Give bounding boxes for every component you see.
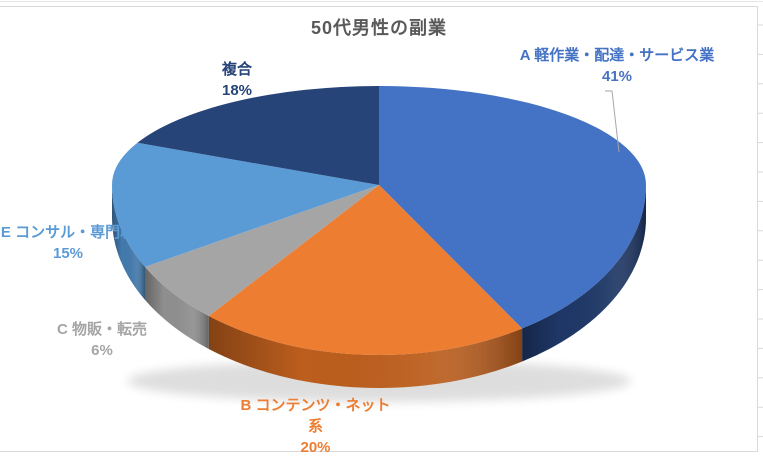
data-label-b[interactable]: B コンテンツ・ネット系 20%	[238, 395, 393, 458]
data-label-b-text: B コンテンツ・ネット系	[240, 397, 391, 435]
chart-border	[0, 6, 758, 452]
pie-slice-0[interactable]	[379, 86, 646, 329]
data-label-fukugo-pct: 18%	[221, 82, 253, 99]
pie-slice-side-shade-3	[111, 185, 145, 300]
pie-slice-side-shade-0	[522, 185, 646, 362]
pie-slice-3[interactable]	[111, 142, 379, 267]
data-label-a[interactable]: A 軽作業・配達・サービス業 41%	[500, 45, 734, 87]
pie-slice-4[interactable]	[137, 85, 379, 185]
data-label-a-pct: 41%	[601, 68, 633, 85]
pie-slice-side-shade-2	[145, 266, 209, 349]
data-label-c-pct: 6%	[91, 342, 113, 359]
data-label-a-text: A 軽作業・配達・サービス業	[519, 47, 715, 64]
data-label-c[interactable]: C 物販・転売 6%	[42, 319, 162, 361]
data-label-fukugo[interactable]: 複合 18%	[197, 59, 277, 101]
data-label-fukugo-text: 複合	[221, 61, 252, 78]
leader-line-a	[605, 90, 620, 153]
pie-slice-1[interactable]	[208, 185, 523, 355]
data-label-e-pct: 15%	[52, 245, 84, 262]
pie-slice-2[interactable]	[145, 185, 379, 316]
data-label-e[interactable]: E コンサル・専門職 15%	[0, 222, 136, 264]
data-label-c-text: C 物販・転売	[56, 321, 147, 338]
chart-title[interactable]: 50代男性の副業	[310, 18, 448, 38]
data-label-b-pct: 20%	[300, 439, 331, 456]
pie-slice-side-shade-1	[208, 316, 523, 388]
data-label-e-text: E コンサル・専門職	[0, 224, 136, 241]
